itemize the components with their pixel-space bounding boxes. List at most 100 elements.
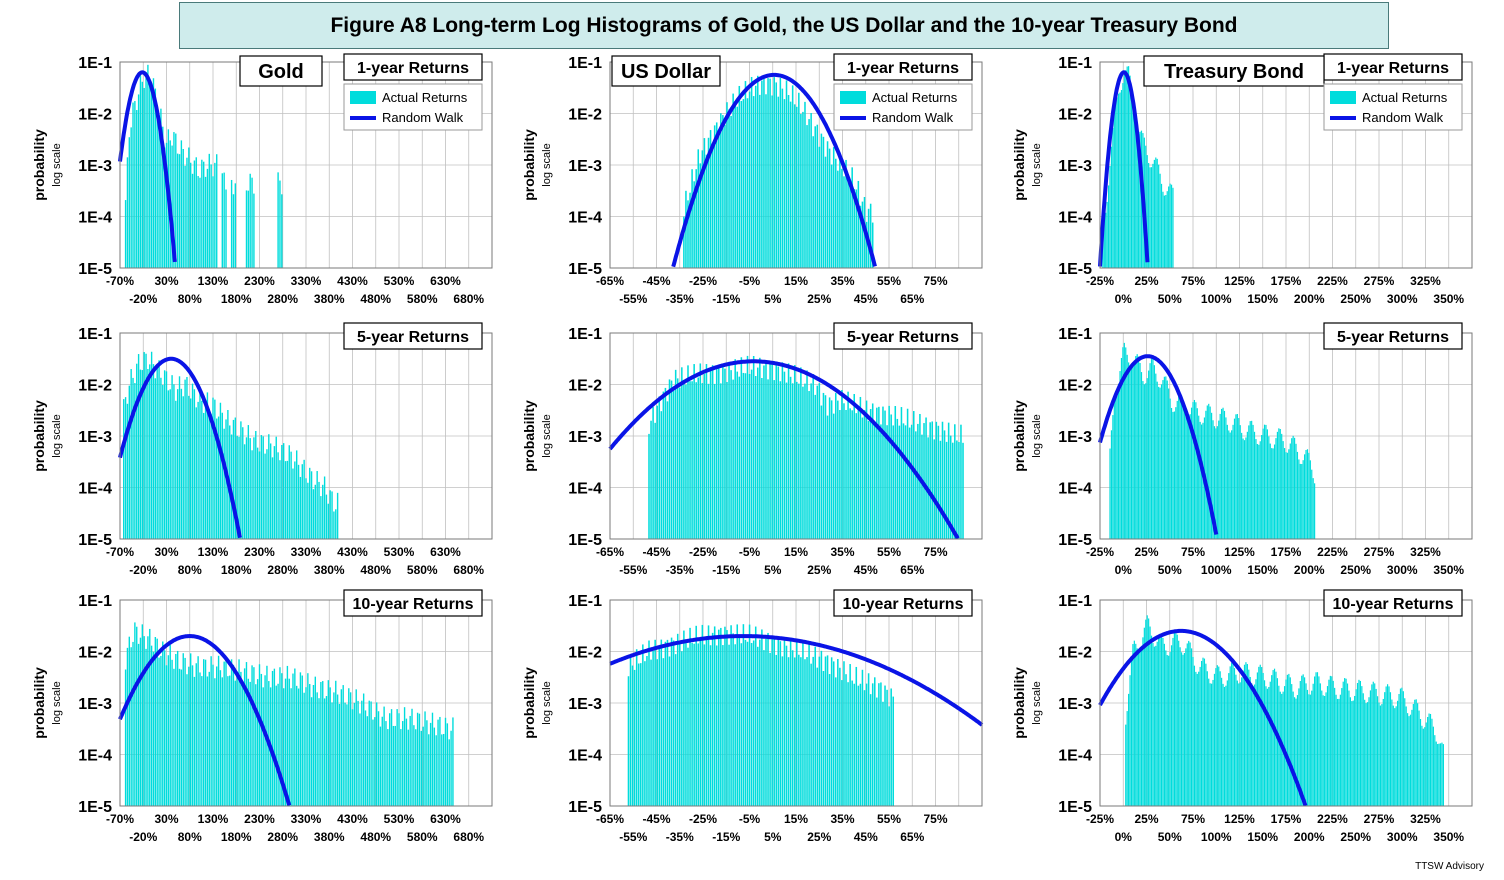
histogram-bar: [217, 655, 220, 806]
histogram-bar: [853, 393, 856, 539]
x-tick-label: 580%: [407, 563, 438, 577]
histogram-bar: [1216, 426, 1218, 539]
histogram-bar: [1129, 675, 1131, 806]
histogram-bar: [1356, 683, 1359, 806]
x-tick-label: 250%: [1340, 830, 1371, 844]
histogram-bar: [664, 387, 667, 539]
histogram-bar: [843, 403, 845, 539]
histogram-bar: [1178, 395, 1180, 539]
histogram-bar: [312, 489, 315, 539]
x-tick-label: 80%: [178, 292, 202, 306]
histogram-bar: [1155, 157, 1157, 268]
histogram-bar: [1261, 435, 1263, 539]
histogram-bar: [752, 96, 755, 269]
histogram-bar: [796, 638, 798, 806]
histogram-bar: [699, 639, 702, 806]
histogram-bar: [931, 421, 933, 539]
histogram-bar: [1229, 432, 1231, 539]
histogram-bar: [1193, 399, 1196, 539]
histogram-bar: [1172, 187, 1174, 268]
histogram-bar: [1434, 735, 1436, 806]
histogram-bar: [750, 642, 753, 806]
histogram-bar: [648, 433, 650, 539]
histogram-bar: [242, 682, 244, 806]
chart-us-dollar-10-year: 1E-1 1E-2 1E-3 1E-4 1E-5 probability log scale…: [521, 589, 984, 844]
histogram-bar: [136, 363, 138, 539]
histogram-bar: [728, 361, 730, 539]
histogram-bar: [1190, 407, 1193, 539]
x-tick-label: 630%: [430, 274, 461, 288]
histogram-bar: [1255, 439, 1257, 539]
histogram-bar: [917, 423, 919, 539]
histogram-bar: [143, 636, 145, 806]
x-tick-label: 230%: [244, 274, 275, 288]
histogram-bar: [765, 360, 767, 539]
histogram-bar: [163, 650, 166, 806]
histogram-bar: [1166, 191, 1168, 268]
histogram-bar: [685, 190, 687, 268]
histogram-bar: [701, 624, 704, 806]
histogram-bar: [362, 693, 365, 806]
histogram-bar: [147, 64, 149, 268]
histogram-bar: [1241, 677, 1243, 806]
histogram-bar: [767, 632, 769, 806]
histogram-bar: [1150, 358, 1153, 539]
histogram-bar: [232, 664, 235, 806]
histogram-bar: [1156, 381, 1158, 539]
histogram-bar: [808, 119, 810, 268]
histogram-bar: [849, 664, 851, 806]
histogram-bar: [900, 407, 903, 539]
histogram-bar: [830, 400, 833, 539]
histogram-bar: [132, 102, 134, 268]
histogram-bar: [1332, 680, 1334, 806]
histogram-bar: [128, 137, 130, 268]
histogram-bar: [338, 703, 341, 806]
histogram-bar: [1233, 418, 1236, 539]
histogram-bar: [243, 668, 246, 806]
histogram-bar: [867, 673, 870, 806]
histogram-bar: [1152, 359, 1154, 539]
histogram-bar: [1158, 386, 1160, 539]
histogram-bar: [886, 689, 888, 806]
x-tick-label: 80%: [178, 830, 202, 844]
histogram-bar: [1402, 691, 1404, 806]
histogram-bar: [1235, 414, 1237, 539]
histogram-bar: [214, 162, 216, 268]
histogram-bar: [1130, 657, 1133, 806]
histogram-bar: [1162, 380, 1164, 539]
histogram-bar: [1265, 686, 1267, 806]
histogram-bar: [876, 697, 878, 806]
histogram-bar: [1168, 655, 1170, 806]
histogram-bar: [292, 468, 294, 539]
histogram-bar: [195, 157, 197, 268]
histogram-bar: [1275, 438, 1277, 539]
histogram-bar: [288, 678, 290, 806]
histogram-bar: [165, 665, 168, 806]
histogram-bar: [180, 669, 183, 806]
x-tick-label: 15%: [784, 812, 808, 826]
histogram-bar: [697, 643, 700, 806]
histogram-bar: [1232, 663, 1234, 806]
histogram-bar: [863, 410, 866, 539]
histogram-bar: [189, 398, 192, 539]
histogram-bar: [243, 444, 246, 539]
histogram-bar: [361, 700, 363, 806]
histogram-bar: [656, 659, 658, 806]
histogram-bar: [165, 142, 168, 268]
histogram-bar: [240, 421, 242, 539]
histogram-bar: [882, 701, 884, 806]
chart-treasury-bond-5-year: 1E-1 1E-2 1E-3 1E-4 1E-5 probability log scale…: [1011, 322, 1473, 577]
histogram-bar: [264, 675, 266, 806]
histogram-bar: [701, 150, 704, 268]
histogram-bar: [693, 181, 695, 268]
histogram-bar: [169, 644, 171, 806]
histogram-bar: [703, 644, 706, 806]
histogram-bar: [1185, 648, 1187, 806]
histogram-bar: [1283, 448, 1286, 539]
histogram-bar: [839, 410, 841, 539]
plot-frame: [609, 599, 983, 807]
histogram-bar: [245, 190, 248, 268]
histogram-bar: [1339, 694, 1341, 806]
histogram-bar: [1288, 673, 1290, 806]
x-tick-label: 200%: [1294, 563, 1325, 577]
